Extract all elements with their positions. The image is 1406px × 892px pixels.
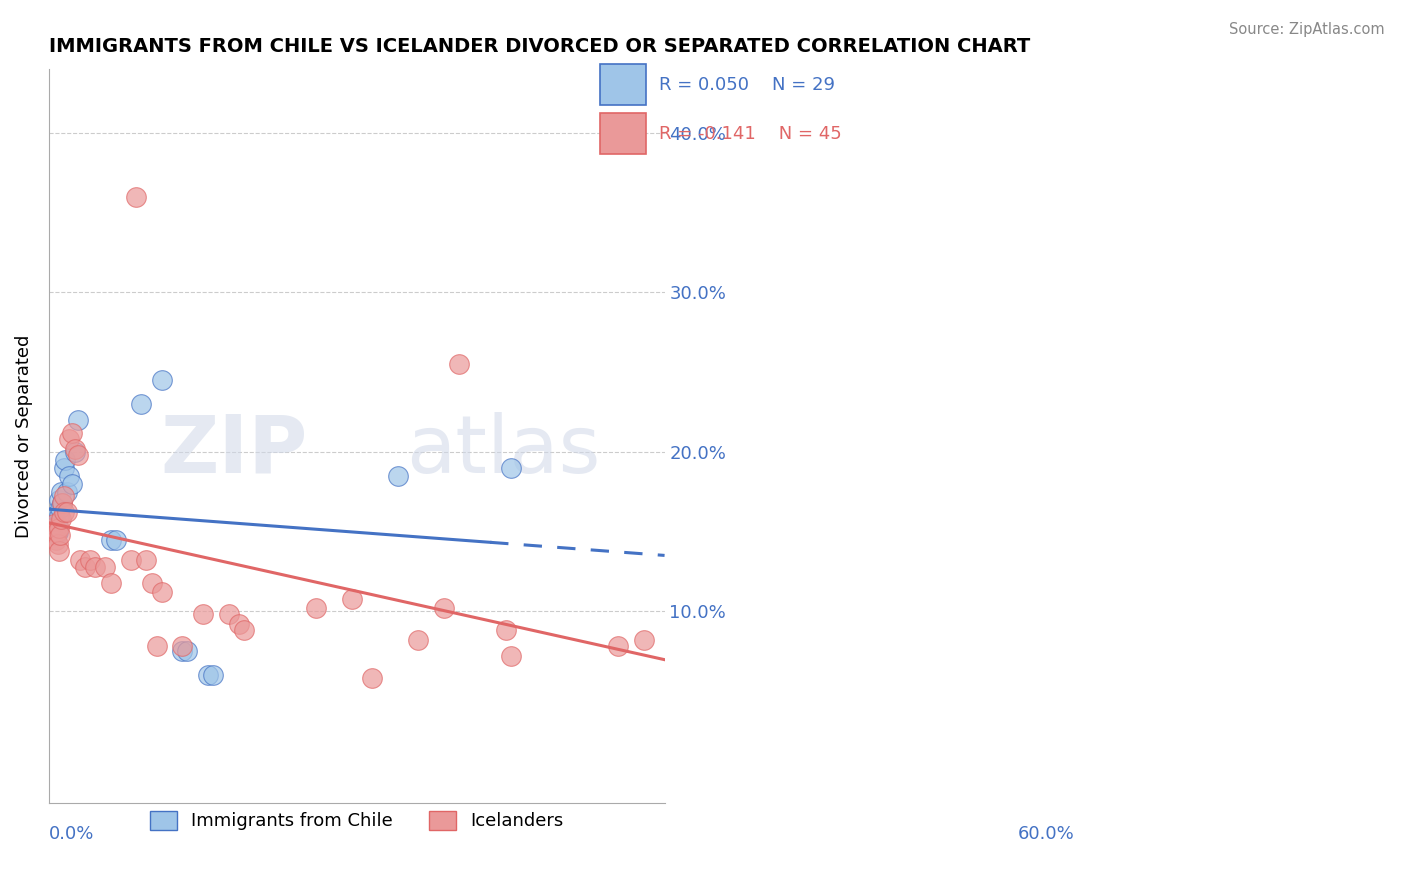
Point (56, 484, 79, 499)
Point (46, 537, 69, 551)
Point (48, 521, 70, 535)
Point (73, 559, 96, 574)
Point (53, 490, 76, 504)
Point (44, 521, 66, 535)
Point (58, 432, 80, 446)
Bar (600, 113, 647, 154)
Text: Source: ZipAtlas.com: Source: ZipAtlas.com (1229, 22, 1385, 37)
Text: 60.0%: 60.0% (1018, 825, 1076, 843)
Point (125, 189, 148, 203)
Point (48, 508, 70, 523)
Point (46, 524, 69, 539)
Point (228, 617, 250, 632)
Y-axis label: Divorced or Separated: Divorced or Separated (15, 334, 32, 538)
Point (191, 607, 214, 622)
Point (63, 442, 86, 456)
Point (53, 505, 76, 519)
Point (46, 524, 69, 539)
Text: R = -0.141    N = 45: R = -0.141 N = 45 (658, 125, 841, 143)
Point (495, 624, 517, 638)
Point (202, 668, 225, 682)
Point (49, 527, 72, 541)
Point (172, 640, 194, 654)
Point (340, 591, 363, 606)
Point (305, 601, 328, 615)
Point (607, 640, 630, 654)
Point (100, 533, 122, 547)
Point (66, 448, 89, 462)
Point (633, 633, 655, 648)
Point (499, 460, 522, 475)
Point (100, 575, 122, 590)
Text: ZIP: ZIP (160, 411, 308, 490)
Point (232, 624, 254, 638)
Point (361, 671, 384, 685)
Point (48, 492, 70, 507)
Point (42, 516, 65, 531)
Point (45, 527, 67, 541)
Text: atlas: atlas (406, 411, 600, 490)
Point (45, 533, 67, 547)
Point (60, 476, 83, 491)
Point (499, 648, 522, 663)
Point (94, 559, 117, 574)
Point (42, 521, 65, 535)
Point (56, 505, 79, 519)
Text: R = 0.050    N = 29: R = 0.050 N = 29 (658, 76, 835, 94)
Point (104, 533, 127, 547)
Point (145, 640, 167, 654)
Point (42, 508, 65, 523)
Point (84, 559, 107, 574)
Bar (600, 64, 647, 105)
Legend: Immigrants from Chile, Icelanders: Immigrants from Chile, Icelanders (142, 804, 571, 838)
Point (197, 668, 219, 682)
Point (387, 468, 409, 483)
Point (51, 512, 73, 526)
Point (44, 524, 66, 539)
Point (141, 575, 163, 590)
Point (150, 585, 173, 599)
Point (46, 516, 69, 531)
Point (150, 373, 173, 387)
Point (42, 516, 65, 531)
Point (41, 527, 63, 541)
Point (218, 607, 240, 622)
Point (51, 496, 73, 510)
Text: 0.0%: 0.0% (49, 825, 94, 843)
Point (449, 357, 471, 371)
Point (66, 413, 89, 427)
Point (176, 644, 198, 658)
Point (433, 601, 456, 615)
Point (51, 484, 73, 499)
Point (58, 468, 80, 483)
Point (53, 460, 76, 475)
Point (120, 553, 142, 567)
Point (48, 543, 70, 558)
Point (69, 553, 91, 567)
Text: IMMIGRANTS FROM CHILE VS ICELANDER DIVORCED OR SEPARATED CORRELATION CHART: IMMIGRANTS FROM CHILE VS ICELANDER DIVOR… (49, 37, 1031, 56)
Point (79, 553, 101, 567)
Point (60, 425, 83, 440)
Point (131, 397, 153, 411)
Point (51, 496, 73, 510)
Point (408, 633, 430, 648)
Point (63, 444, 86, 458)
Point (55, 452, 77, 467)
Point (41, 524, 63, 539)
Point (135, 553, 157, 567)
Point (49, 500, 72, 515)
Point (172, 644, 194, 658)
